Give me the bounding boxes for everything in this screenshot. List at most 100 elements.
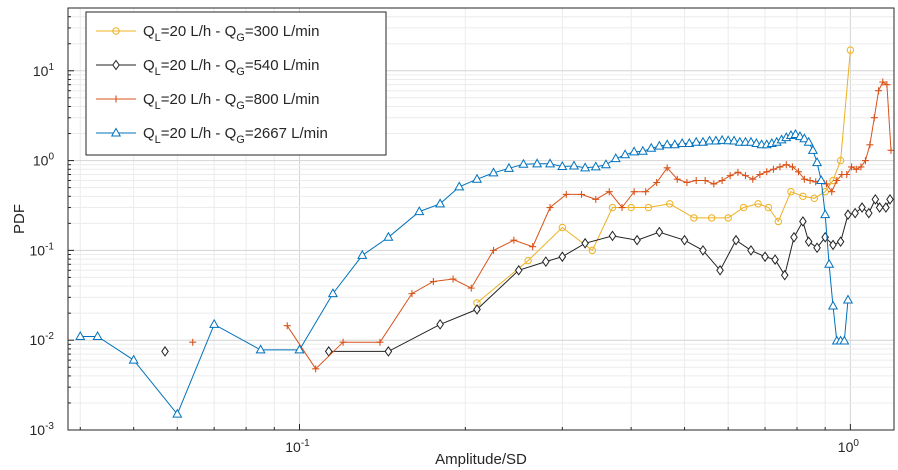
data-point xyxy=(503,162,514,172)
data-point xyxy=(592,195,600,203)
data-point xyxy=(756,170,764,178)
data-point xyxy=(861,157,869,165)
data-point xyxy=(761,251,769,263)
data-point xyxy=(820,209,831,219)
data-point xyxy=(882,202,890,213)
x-axis-label: Amplitude/SD xyxy=(435,451,527,468)
legend-label: QL=20 L/h - QG=2667 L/min xyxy=(143,125,328,146)
data-point xyxy=(429,278,437,286)
data-point xyxy=(704,135,715,145)
data-point xyxy=(883,81,891,89)
y-tick-label: 10-3 xyxy=(30,421,55,438)
data-point xyxy=(663,164,671,172)
data-point xyxy=(799,192,807,201)
data-point xyxy=(172,408,183,418)
series-3 xyxy=(75,129,854,418)
data-point xyxy=(812,157,823,167)
data-point xyxy=(529,243,537,251)
data-point xyxy=(620,149,631,159)
data-point xyxy=(283,322,291,330)
data-point xyxy=(294,344,305,354)
data-point xyxy=(701,177,709,185)
data-point xyxy=(644,203,653,212)
data-point xyxy=(384,346,393,357)
y-tick-label: 10-1 xyxy=(30,241,55,258)
data-point xyxy=(844,209,852,221)
data-point xyxy=(724,214,732,222)
data-point xyxy=(684,137,695,147)
x-tick-label: 10-1 xyxy=(285,438,310,455)
data-point xyxy=(824,258,835,268)
data-point xyxy=(723,135,734,145)
data-point xyxy=(408,290,416,298)
data-point xyxy=(716,264,724,276)
data-point xyxy=(726,172,734,180)
data-point xyxy=(829,239,837,251)
data-point xyxy=(836,236,845,248)
data-point xyxy=(454,181,465,191)
legend-entry: QL=20 L/h - QG=800 L/min xyxy=(96,91,319,112)
data-point xyxy=(189,338,197,346)
data-point xyxy=(833,177,841,185)
data-point xyxy=(655,226,664,238)
data-point xyxy=(558,223,567,232)
data-point xyxy=(577,190,585,198)
y-tick-label: 101 xyxy=(33,62,55,79)
data-point xyxy=(435,198,446,208)
data-point xyxy=(629,146,640,156)
data-point xyxy=(680,234,689,246)
data-point xyxy=(866,141,874,149)
data-point xyxy=(836,156,845,165)
data-point xyxy=(839,335,850,345)
data-point xyxy=(739,203,748,212)
data-point xyxy=(886,193,894,205)
data-point xyxy=(807,144,818,154)
data-point xyxy=(804,236,813,248)
data-point xyxy=(852,165,860,173)
data-point xyxy=(357,249,368,259)
data-point xyxy=(581,237,589,249)
data-point xyxy=(851,207,859,219)
data-point xyxy=(545,158,556,168)
data-point xyxy=(751,137,762,147)
data-point xyxy=(673,175,681,183)
legend-label: QL=20 L/h - QG=800 L/min xyxy=(143,91,319,112)
data-point xyxy=(870,114,878,122)
data-point xyxy=(327,288,338,298)
data-point xyxy=(699,245,707,256)
data-point xyxy=(692,177,700,185)
data-point xyxy=(846,46,855,54)
series-layer xyxy=(75,46,895,418)
data-point xyxy=(787,188,795,196)
data-point xyxy=(794,168,802,176)
data-point xyxy=(449,275,457,283)
data-point xyxy=(75,330,86,340)
data-point xyxy=(732,234,740,246)
data-point xyxy=(209,318,220,328)
data-point xyxy=(646,142,657,152)
data-point xyxy=(518,158,529,168)
data-point xyxy=(747,245,755,256)
legend-marker xyxy=(112,59,120,71)
data-point xyxy=(864,207,873,219)
data-point xyxy=(473,304,481,315)
data-point xyxy=(858,202,866,213)
data-point xyxy=(691,136,702,146)
data-point xyxy=(683,179,691,187)
data-point xyxy=(887,146,895,154)
data-point xyxy=(558,251,567,263)
data-point xyxy=(653,179,661,187)
legend-marker xyxy=(110,127,122,137)
legend-label: QL=20 L/h - QG=300 L/min xyxy=(143,23,319,44)
data-point xyxy=(813,242,821,254)
data-point xyxy=(717,134,728,144)
data-point xyxy=(800,175,808,183)
y-axis-label: PDF xyxy=(11,204,28,234)
series-line xyxy=(476,50,851,304)
data-point xyxy=(312,365,320,373)
data-point xyxy=(514,264,523,276)
legend-entry: QL=20 L/h - QG=300 L/min xyxy=(96,23,319,44)
legend: QL=20 L/h - QG=300 L/min QL=20 L/h - QG=5… xyxy=(85,11,387,156)
y-tick-label: 10-2 xyxy=(30,331,55,348)
data-point xyxy=(562,190,570,198)
